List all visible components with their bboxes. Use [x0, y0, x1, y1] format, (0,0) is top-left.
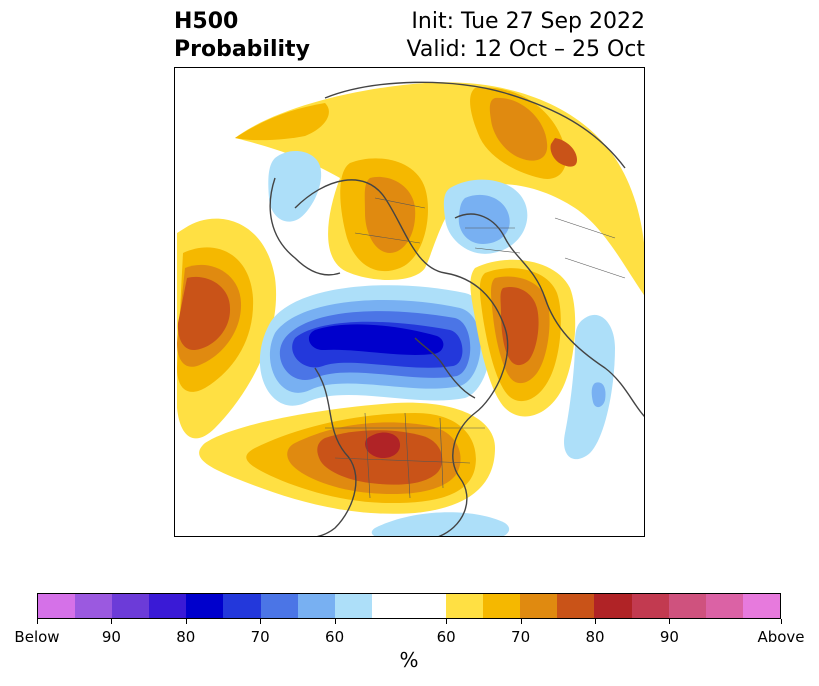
colorbar-tick-label: Below	[14, 628, 60, 646]
colorbar-segment	[186, 594, 224, 618]
colorbar-tick-label: 80	[176, 628, 196, 646]
colorbar-tick-mark	[781, 619, 782, 624]
map-dates: Init: Tue 27 Sep 2022 Valid: 12 Oct – 25…	[407, 8, 645, 64]
colorbar-tick-mark	[334, 619, 336, 624]
colorbar-segment	[631, 594, 669, 618]
colorbar-tick-label: 90	[659, 628, 679, 646]
colorbar-unit: %	[399, 648, 419, 672]
colorbar-segment	[594, 594, 632, 618]
colorbar-tick-label: 80	[585, 628, 605, 646]
europe-below-anomaly	[443, 179, 528, 254]
title-variable: H500	[174, 9, 239, 34]
colorbar-tick-mark	[260, 619, 262, 624]
colorbar-tick-mark	[111, 619, 113, 624]
colorbar-tick-label: 90	[101, 628, 121, 646]
colorbar-segment	[705, 594, 743, 618]
colorbar-segment	[371, 594, 447, 618]
colorbar-segment	[75, 594, 113, 618]
colorbar-segment	[557, 594, 595, 618]
colorbar-segment	[668, 594, 706, 618]
colorbar-segment	[483, 594, 521, 618]
boundaries	[325, 197, 626, 499]
init-date: Init: Tue 27 Sep 2022	[411, 9, 645, 34]
colorbar-segment	[520, 594, 558, 618]
central-us-anomaly	[199, 402, 496, 514]
colorbar-tick-mark	[185, 619, 187, 624]
colorbar-tick-label: 70	[511, 628, 531, 646]
title-product: Probability	[174, 37, 310, 62]
colorbar-segment	[149, 594, 187, 618]
colorbar-tick-mark	[669, 619, 671, 624]
colorbar-segment	[38, 594, 76, 618]
polar-map-svg	[177, 71, 644, 536]
colorbar-segment	[334, 594, 372, 618]
colorbar-segment	[223, 594, 261, 618]
eurasia-anomaly	[235, 82, 644, 296]
arctic-below-anomaly	[259, 285, 492, 406]
atlantic-anomaly	[470, 259, 576, 417]
colorbar-tick-label: 70	[250, 628, 270, 646]
colorbar-segment	[112, 594, 150, 618]
colorbar-tick-mark	[595, 619, 596, 624]
colorbar-segment	[446, 594, 484, 618]
colorbar-segment	[742, 594, 780, 618]
asia-below-anomaly	[268, 151, 615, 536]
colorbar-tick-mark	[446, 619, 448, 624]
north-pacific-anomaly	[177, 218, 277, 439]
colorbar-tick-mark	[520, 619, 522, 624]
colorbar-tick-label: Above	[757, 628, 805, 646]
colorbar-segment	[297, 594, 335, 618]
colorbar	[37, 593, 781, 619]
probability-map	[174, 67, 645, 537]
coastlines	[269, 81, 644, 536]
map-title: H500 Probability	[174, 8, 310, 64]
colorbar-tick-mark	[37, 619, 38, 624]
valid-date: Valid: 12 Oct – 25 Oct	[406, 37, 645, 62]
colorbar-segment	[260, 594, 298, 618]
colorbar-tick-label: 60	[436, 628, 456, 646]
colorbar-tick-label: 60	[325, 628, 345, 646]
